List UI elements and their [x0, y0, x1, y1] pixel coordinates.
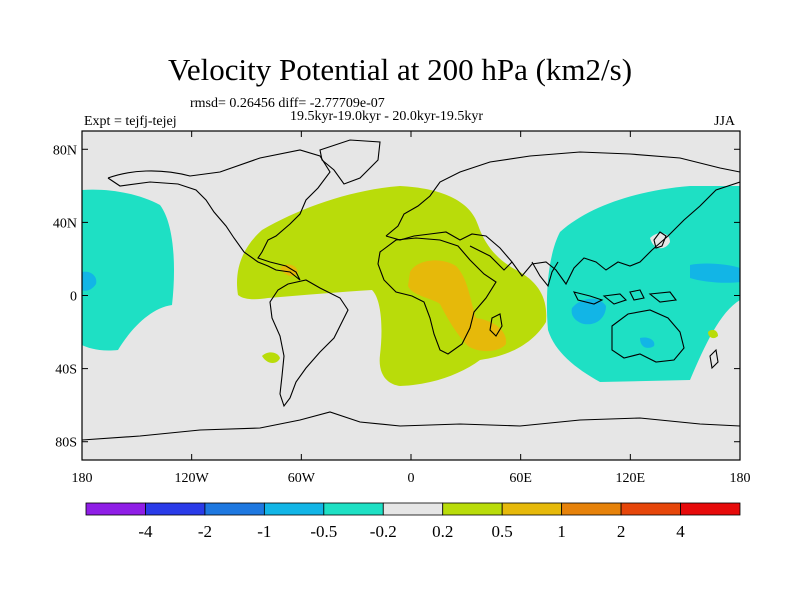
colorbar-label: -1	[257, 522, 271, 541]
colorbar: -4 -2 -1 -0.5 -0.2 0.2 0.5 1 2 4	[85, 502, 741, 541]
lat-tick-label: 80S	[55, 436, 77, 451]
colorbar-label: 4	[676, 522, 685, 541]
colorbar-swatch	[620, 502, 681, 516]
new-zealand-coast	[709, 348, 719, 370]
south-asia-coast	[469, 245, 559, 288]
colorbar-swatch	[382, 502, 444, 516]
experiment-text: Expt = tejfj-tejej	[84, 114, 177, 129]
indonesia-coast	[572, 289, 678, 305]
figure-title: Velocity Potential at 200 hPa (km2/s)	[167, 52, 633, 87]
lon-tick-label: 120E	[616, 471, 646, 486]
colorbar-label: 1	[557, 522, 566, 541]
lat-tick-label: 0	[70, 290, 77, 305]
east-pacific-negative-region	[82, 189, 175, 351]
australia-coast	[611, 309, 685, 363]
australia-minimum-region	[640, 337, 655, 348]
japan-coast	[653, 231, 667, 249]
dateline-minimum-region	[82, 271, 97, 291]
colorbar-label: 2	[617, 522, 626, 541]
colorbar-swatch	[85, 502, 146, 516]
colorbar-swatch	[680, 502, 741, 516]
lon-tick-label: 60W	[288, 471, 316, 486]
colorbar-swatch	[501, 502, 563, 516]
west-pacific-negative-region	[546, 186, 740, 382]
pacific-minimum-region	[690, 263, 740, 283]
south-america-positive-region	[262, 352, 280, 363]
colorbar-label: -2	[198, 522, 212, 541]
caribbean-core-region	[280, 264, 298, 277]
madagascar-coast	[489, 313, 503, 337]
colorbar-swatch	[204, 502, 265, 516]
colorbar-swatch	[145, 502, 206, 516]
eurasia-coast	[385, 151, 740, 286]
south-america-coast	[269, 279, 349, 408]
lat-tick-label: 80N	[53, 143, 77, 158]
africa-core-region	[408, 260, 507, 352]
indonesia-minimum-region	[571, 298, 606, 325]
colorbar-swatch	[263, 502, 325, 516]
colorbar-label: -0.2	[370, 522, 397, 541]
lon-tick-label: 120W	[175, 471, 210, 486]
colorbar-label: -0.5	[310, 522, 337, 541]
colorbar-swatch	[561, 502, 622, 516]
coastlines	[82, 139, 740, 441]
lon-tick-label: 180	[72, 471, 93, 486]
lon-tick-label: 180	[730, 471, 751, 486]
lon-tick-label: 60E	[509, 471, 532, 486]
antarctica-coast	[82, 411, 740, 441]
stats-text: rmsd= 0.26456 diff= -2.77709e-07	[190, 96, 385, 111]
colorbar-swatch	[442, 502, 503, 516]
colorbar-swatch	[323, 502, 384, 516]
lat-tick-label: 40S	[55, 363, 77, 378]
tasman-positive-region	[708, 329, 718, 339]
season-text: JJA	[714, 114, 736, 129]
axis-ticks: 180 120W 60W 0 60E 120E 180 80N 40N 0 40S 80S	[53, 131, 751, 486]
greenland-coast	[319, 139, 381, 185]
colorbar-label: 0.5	[492, 522, 513, 541]
north-america-coast	[107, 149, 331, 281]
colorbar-label: -4	[138, 522, 153, 541]
lon-tick-label: 0	[408, 471, 415, 486]
colorbar-label: 0.2	[432, 522, 453, 541]
lat-tick-label: 40N	[53, 216, 77, 231]
africa-coast	[377, 237, 497, 355]
period-text: 19.5kyr-19.0kyr - 20.0kyr-19.5kyr	[290, 109, 484, 124]
